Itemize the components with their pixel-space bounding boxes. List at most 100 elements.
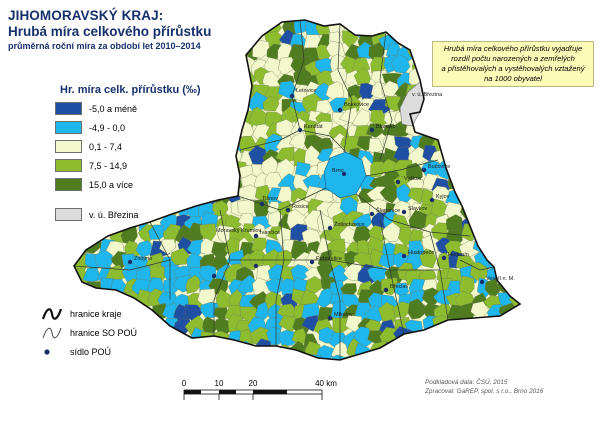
municipality-polygon [408,330,431,352]
municipality-polygon [513,319,520,336]
municipality-polygon [135,199,157,218]
municipality-polygon [486,133,507,155]
legend-swatch-class-4 [55,159,82,172]
municipality-polygon [254,301,270,321]
municipality-polygon [342,20,357,21]
seat-marker [383,287,389,293]
municipality-polygon [483,174,506,194]
municipality-polygon [513,236,520,256]
municipality-polygon [483,344,502,360]
municipality-polygon [353,326,374,347]
municipality-polygon [510,200,520,220]
municipality-polygon [472,41,491,62]
municipality-polygon [175,149,195,166]
municipality-polygon [445,112,465,133]
scale-label-40: 40 km [315,379,337,388]
note-line-1: Hrubá míra celkového přírůstku vyjadřuje [443,44,583,53]
municipality-polygon [215,83,233,104]
source-note: Podkladová data: ČSÚ, 2015 Zpracoval: Ga… [425,378,543,396]
seat-marker [289,93,295,99]
municipality-polygon [227,20,245,36]
municipality-polygon [462,184,478,201]
municipality-polygon [499,84,520,105]
municipality-polygon [446,46,463,66]
municipality-polygon [107,20,127,36]
municipality-polygon [343,261,362,282]
scale-bar: 0 10 20 40 km [182,379,337,400]
municipality-polygon [514,43,520,62]
municipality-polygon [93,29,113,50]
label-kyjov: Kyjov [436,194,450,200]
municipality-polygon [161,146,182,165]
municipality-polygon [481,226,500,246]
municipality-polygon [507,229,520,247]
municipality-polygon [158,159,176,178]
legend-item-class-4: 7,5 - 14,9 [55,158,127,173]
municipality-polygon [210,20,232,36]
label-rosice: Rosice [292,204,309,210]
municipality-polygon [500,324,519,347]
municipality-polygon [410,33,432,52]
municipality-polygon [144,20,165,21]
municipality-polygon [379,358,399,360]
municipality-polygon [395,20,413,25]
municipality-polygon [442,65,463,85]
municipality-polygon [227,342,245,359]
municipality-polygon [507,32,520,51]
municipality-polygon [194,20,215,39]
municipality-polygon [459,40,477,59]
municipality-polygon [398,227,416,247]
municipality-polygon [147,147,171,167]
municipality-polygon [486,190,506,208]
municipality-polygon [483,211,504,231]
municipality-polygon [473,176,492,196]
legend-label-brezina: v. ú. Březina [89,209,139,220]
municipality-polygon [482,3,500,19]
municipality-polygon [495,199,516,218]
municipality-polygon [133,55,156,73]
municipality-polygon [158,137,179,157]
label-slavkov: Slavkov [408,206,428,212]
municipality-polygon [513,120,520,139]
label-hodonin: Hodonín [448,252,469,258]
municipality-polygon [431,185,453,202]
municipality-polygon [161,20,178,34]
municipality-polygon [420,71,438,90]
municipality-polygon [407,298,426,320]
municipality-polygon [510,211,520,234]
legend-label-region-border: hranice kraje [70,309,122,319]
municipality-polygon [472,160,492,180]
municipality-polygon [202,32,220,50]
municipality-polygon [95,357,114,360]
label-blansko: Blansko [376,124,396,130]
municipality-polygon [161,121,180,144]
municipality-polygon [262,95,280,112]
municipality-polygon [446,147,468,166]
municipality-polygon [146,120,167,139]
municipality-polygon [185,275,202,294]
municipality-polygon [407,187,426,205]
municipality-polygon [405,356,426,360]
label-slapanice: Šlapanice [376,207,400,214]
seat-marker [259,201,265,207]
municipality-polygon [110,59,128,74]
municipality-polygon [392,20,411,33]
municipality-polygon [458,177,477,195]
municipality-polygon [497,69,517,87]
label-zidlochovice: Židlochovice [334,220,365,228]
municipality-polygon [475,20,494,38]
municipality-polygon [210,148,229,168]
municipality-polygon [199,112,218,130]
municipality-polygon [74,20,80,26]
municipality-polygon [434,359,453,360]
municipality-polygon [159,357,178,360]
legend-item-class-3: 0,1 - 7,4 [55,139,122,154]
municipality-polygon [131,20,149,26]
municipality-polygon [436,20,454,39]
municipality-polygon [229,20,247,23]
municipality-polygon [74,224,89,246]
municipality-polygon [58,264,73,278]
municipality-polygon [498,190,515,206]
municipality-polygon [144,172,163,195]
municipality-polygon [445,93,468,113]
